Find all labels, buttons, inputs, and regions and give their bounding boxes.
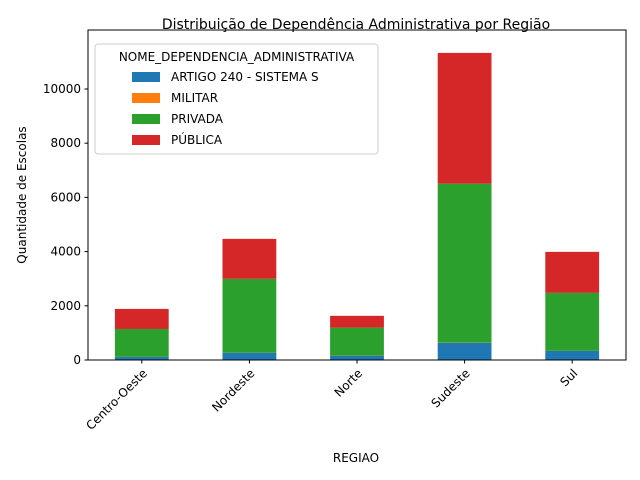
x-tick-label: Centro-Oeste <box>83 366 150 433</box>
bar-segment-0 <box>222 352 277 360</box>
bar-segment-2 <box>545 292 600 351</box>
legend-swatch <box>132 72 160 82</box>
bar-segment-3 <box>545 251 600 293</box>
bar-segment-2 <box>330 327 384 356</box>
bar-segment-2 <box>437 183 492 343</box>
legend-swatch <box>132 114 160 124</box>
x-tick-label: Sudeste <box>428 366 472 410</box>
y-tick-label: 4000 <box>50 245 81 259</box>
x-tick-label: Sul <box>557 366 580 389</box>
bar-segment-3 <box>437 52 492 184</box>
legend-label: PRIVADA <box>171 112 224 126</box>
y-axis-label: Quantidade de Escolas <box>15 126 29 263</box>
legend-swatch <box>132 93 160 103</box>
legend-label: ARTIGO 240 - SISTEMA S <box>171 70 319 84</box>
legend-swatch <box>132 135 160 145</box>
bar-segment-0 <box>437 343 492 360</box>
legend-label: PÚBLICA <box>171 132 223 147</box>
legend-label: MILITAR <box>171 91 218 105</box>
y-tick-label: 2000 <box>50 299 81 313</box>
bar-segment-0 <box>330 355 384 360</box>
y-tick-label: 8000 <box>50 136 81 150</box>
bar-segment-0 <box>545 351 600 360</box>
x-tick-label: Nordeste <box>209 366 257 414</box>
x-axis-label: REGIAO <box>333 451 379 465</box>
bar-segment-0 <box>114 357 169 360</box>
y-tick-label: 0 <box>73 353 81 367</box>
bar-segment-3 <box>222 238 277 279</box>
legend-frame <box>94 43 379 155</box>
bar-segment-2 <box>114 328 169 357</box>
y-tick-label: 6000 <box>50 190 81 204</box>
bar-segment-3 <box>330 315 384 328</box>
y-tick-label: 10000 <box>43 82 81 96</box>
chart-title: Distribuição de Dependência Administrati… <box>162 17 550 33</box>
bar-segment-3 <box>114 308 169 329</box>
bar-segment-2 <box>222 278 277 353</box>
legend: NOME_DEPENDENCIA_ADMINISTRATIVA ARTIGO 2… <box>94 43 379 155</box>
legend-title: NOME_DEPENDENCIA_ADMINISTRATIVA <box>119 50 355 64</box>
x-tick-label: Norte <box>332 366 365 399</box>
